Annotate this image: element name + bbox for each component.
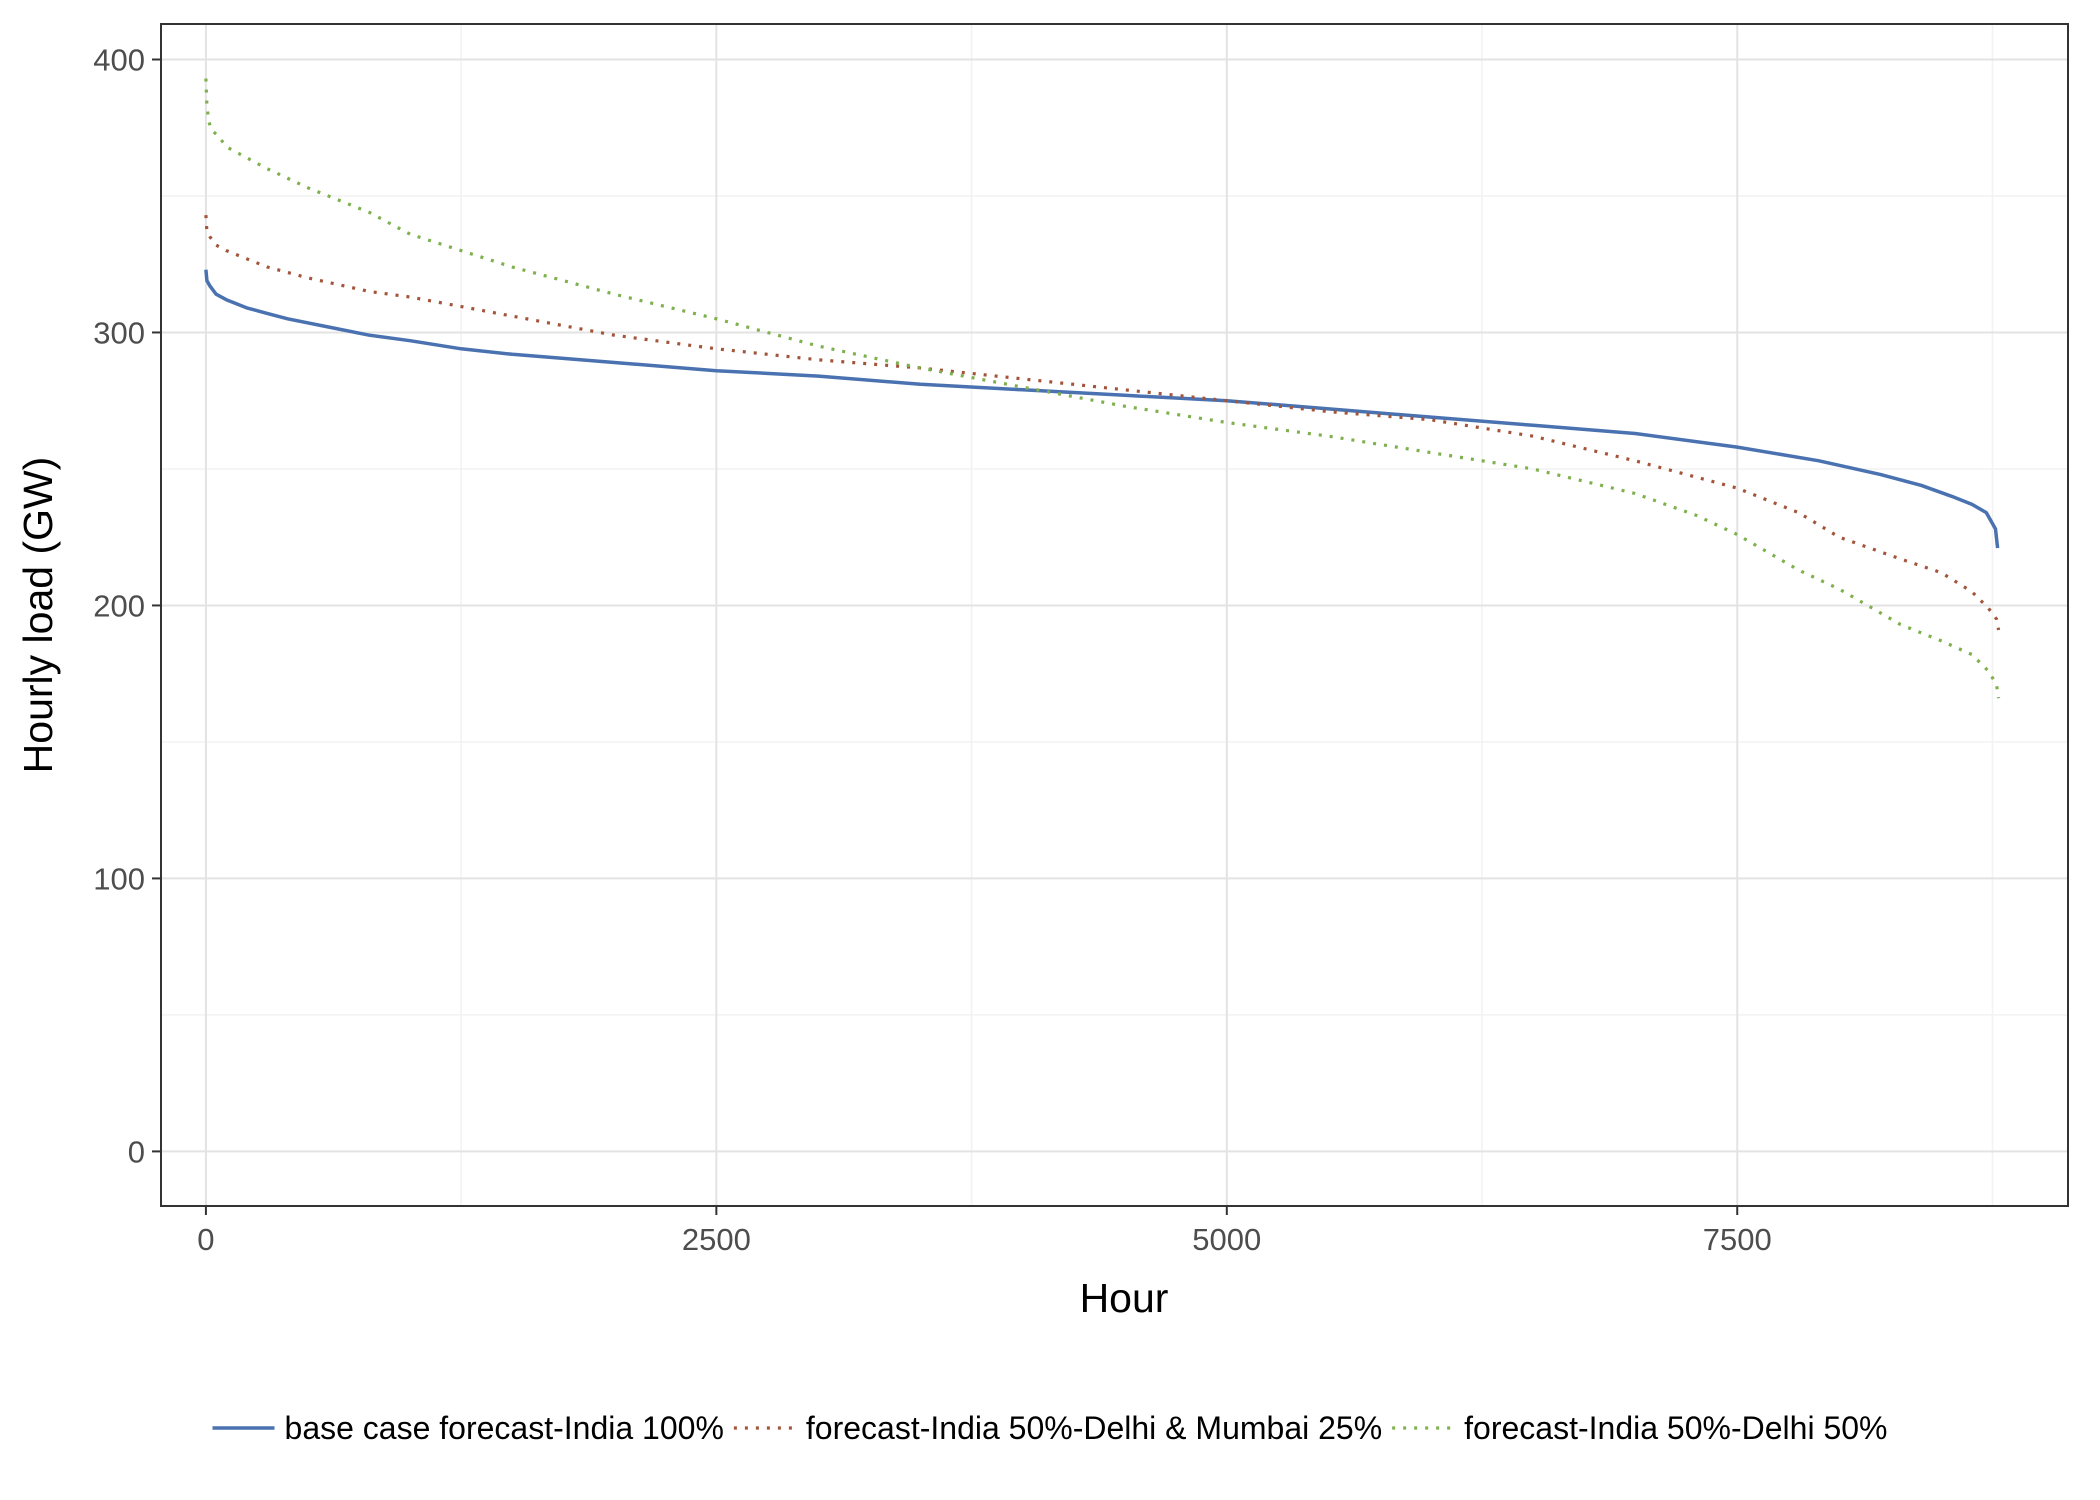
legend-item-2: forecast-India 50%-Delhi & Mumbai 25%: [733, 1410, 1382, 1446]
legend-item-1: base case forecast-India 100%: [212, 1410, 724, 1446]
gridlines: [161, 24, 2068, 1206]
x-axis-title: Hour: [1080, 1275, 1169, 1321]
y-tick-label: 200: [93, 588, 145, 623]
legend: base case forecast-India 100% forecast-In…: [212, 1410, 1887, 1446]
legend-label-3: forecast-India 50%-Delhi 50%: [1464, 1410, 1887, 1446]
y-axis-title: Hourly load (GW): [15, 457, 61, 774]
plot-panel-border: [160, 23, 2069, 1207]
legend-label-2: forecast-India 50%-Delhi & Mumbai 25%: [806, 1410, 1382, 1446]
series-line-2: [204, 215, 2001, 631]
y-tick-label: 100: [93, 861, 145, 896]
x-tick-label: 5000: [1192, 1222, 1261, 1257]
x-tick-label: 0: [197, 1222, 214, 1257]
series-lines: [204, 78, 2001, 699]
y-tick-label: 0: [128, 1134, 145, 1169]
x-tick-label: 7500: [1703, 1222, 1772, 1257]
y-tick-label: 400: [93, 42, 145, 77]
y-tick-label: 300: [93, 315, 145, 350]
series-line-3: [204, 78, 2001, 699]
axis-ticks: 0 2500 5000 7500 0 100 200 300 400: [93, 42, 1771, 1257]
series-line-1: [204, 269, 2000, 549]
x-tick-label: 2500: [682, 1222, 751, 1257]
legend-label-1: base case forecast-India 100%: [285, 1410, 724, 1446]
legend-item-3: forecast-India 50%-Delhi 50%: [1392, 1410, 1887, 1446]
